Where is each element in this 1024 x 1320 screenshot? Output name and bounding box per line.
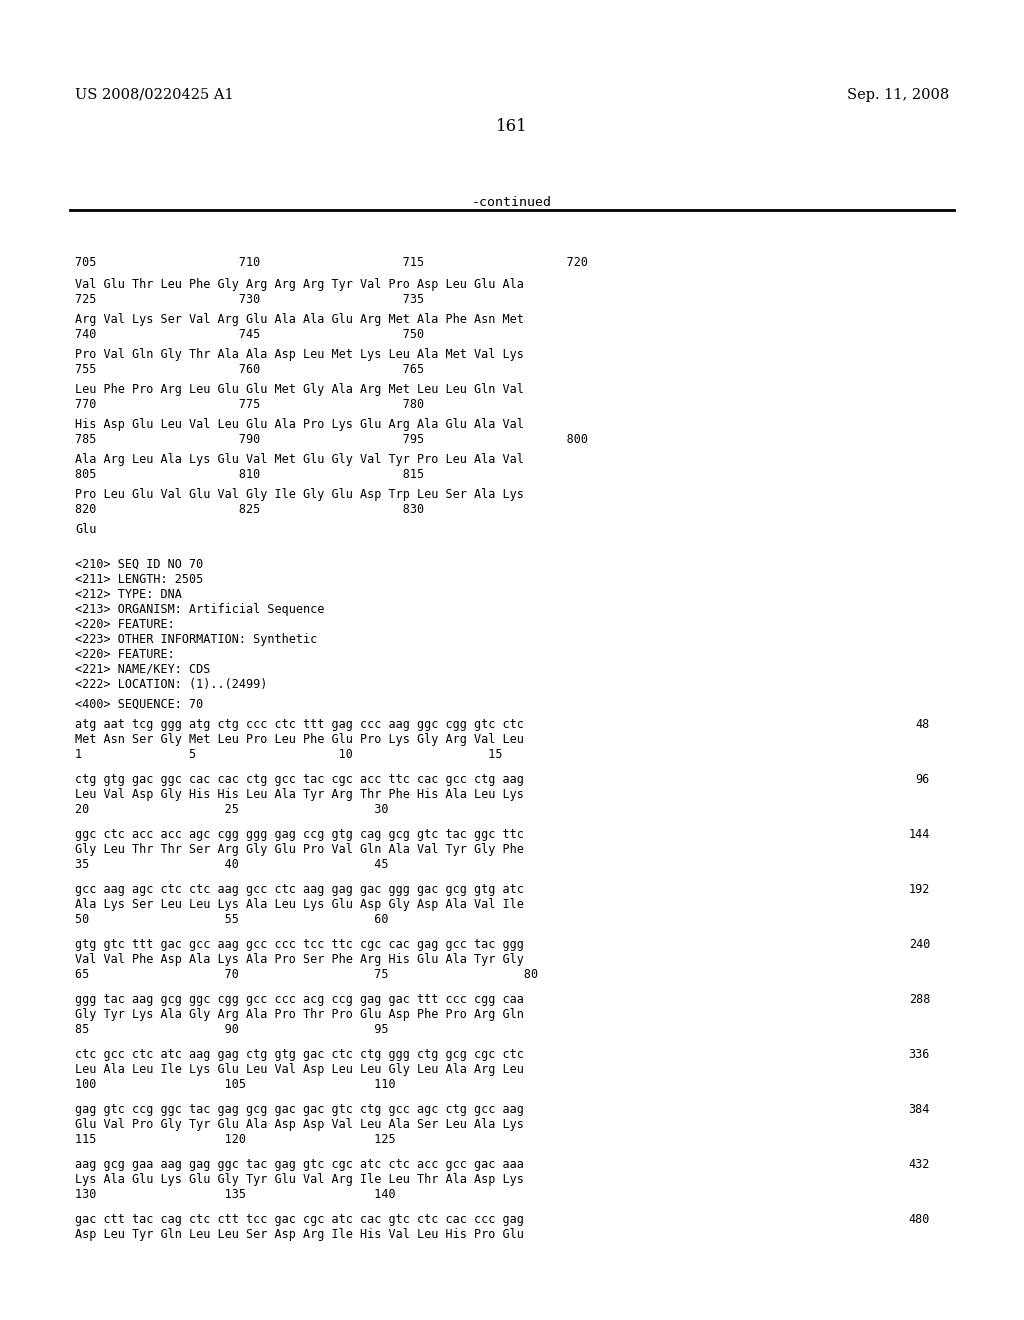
- Text: <223> OTHER INFORMATION: Synthetic: <223> OTHER INFORMATION: Synthetic: [75, 634, 317, 645]
- Text: ctc gcc ctc atc aag gag ctg gtg gac ctc ctg ggg ctg gcg cgc ctc: ctc gcc ctc atc aag gag ctg gtg gac ctc …: [75, 1048, 524, 1061]
- Text: 740                    745                    750: 740 745 750: [75, 327, 424, 341]
- Text: 50                   55                   60: 50 55 60: [75, 913, 388, 927]
- Text: 115                  120                  125: 115 120 125: [75, 1133, 395, 1146]
- Text: Gly Leu Thr Thr Ser Arg Gly Glu Pro Val Gln Ala Val Tyr Gly Phe: Gly Leu Thr Thr Ser Arg Gly Glu Pro Val …: [75, 843, 524, 855]
- Text: 384: 384: [908, 1104, 930, 1115]
- Text: 432: 432: [908, 1158, 930, 1171]
- Text: ggc ctc acc acc agc cgg ggg gag ccg gtg cag gcg gtc tac ggc ttc: ggc ctc acc acc agc cgg ggg gag ccg gtg …: [75, 828, 524, 841]
- Text: Sep. 11, 2008: Sep. 11, 2008: [847, 88, 949, 102]
- Text: 805                    810                    815: 805 810 815: [75, 469, 424, 480]
- Text: 785                    790                    795                    800: 785 790 795 800: [75, 433, 588, 446]
- Text: Leu Phe Pro Arg Leu Glu Glu Met Gly Ala Arg Met Leu Leu Gln Val: Leu Phe Pro Arg Leu Glu Glu Met Gly Ala …: [75, 383, 524, 396]
- Text: <400> SEQUENCE: 70: <400> SEQUENCE: 70: [75, 698, 203, 711]
- Text: <210> SEQ ID NO 70: <210> SEQ ID NO 70: [75, 558, 203, 572]
- Text: Met Asn Ser Gly Met Leu Pro Leu Phe Glu Pro Lys Gly Arg Val Leu: Met Asn Ser Gly Met Leu Pro Leu Phe Glu …: [75, 733, 524, 746]
- Text: ctg gtg gac ggc cac cac ctg gcc tac cgc acc ttc cac gcc ctg aag: ctg gtg gac ggc cac cac ctg gcc tac cgc …: [75, 774, 524, 785]
- Text: Lys Ala Glu Lys Glu Gly Tyr Glu Val Arg Ile Leu Thr Ala Asp Lys: Lys Ala Glu Lys Glu Gly Tyr Glu Val Arg …: [75, 1173, 524, 1185]
- Text: 96: 96: [915, 774, 930, 785]
- Text: 65                   70                   75                   80: 65 70 75 80: [75, 968, 539, 981]
- Text: 288: 288: [908, 993, 930, 1006]
- Text: <212> TYPE: DNA: <212> TYPE: DNA: [75, 587, 182, 601]
- Text: <221> NAME/KEY: CDS: <221> NAME/KEY: CDS: [75, 663, 210, 676]
- Text: Gly Tyr Lys Ala Gly Arg Ala Pro Thr Pro Glu Asp Phe Pro Arg Gln: Gly Tyr Lys Ala Gly Arg Ala Pro Thr Pro …: [75, 1008, 524, 1020]
- Text: His Asp Glu Leu Val Leu Glu Ala Pro Lys Glu Arg Ala Glu Ala Val: His Asp Glu Leu Val Leu Glu Ala Pro Lys …: [75, 418, 524, 432]
- Text: 130                  135                  140: 130 135 140: [75, 1188, 395, 1201]
- Text: <211> LENGTH: 2505: <211> LENGTH: 2505: [75, 573, 203, 586]
- Text: Leu Val Asp Gly His His Leu Ala Tyr Arg Thr Phe His Ala Leu Lys: Leu Val Asp Gly His His Leu Ala Tyr Arg …: [75, 788, 524, 801]
- Text: 144: 144: [908, 828, 930, 841]
- Text: Glu: Glu: [75, 523, 96, 536]
- Text: 705                    710                    715                    720: 705 710 715 720: [75, 256, 588, 269]
- Text: 20                   25                   30: 20 25 30: [75, 803, 388, 816]
- Text: 192: 192: [908, 883, 930, 896]
- Text: US 2008/0220425 A1: US 2008/0220425 A1: [75, 88, 233, 102]
- Text: Leu Ala Leu Ile Lys Glu Leu Val Asp Leu Leu Gly Leu Ala Arg Leu: Leu Ala Leu Ile Lys Glu Leu Val Asp Leu …: [75, 1063, 524, 1076]
- Text: 161: 161: [496, 117, 528, 135]
- Text: Ala Lys Ser Leu Leu Lys Ala Leu Lys Glu Asp Gly Asp Ala Val Ile: Ala Lys Ser Leu Leu Lys Ala Leu Lys Glu …: [75, 898, 524, 911]
- Text: gcc aag agc ctc ctc aag gcc ctc aag gag gac ggg gac gcg gtg atc: gcc aag agc ctc ctc aag gcc ctc aag gag …: [75, 883, 524, 896]
- Text: <213> ORGANISM: Artificial Sequence: <213> ORGANISM: Artificial Sequence: [75, 603, 325, 616]
- Text: Val Val Phe Asp Ala Lys Ala Pro Ser Phe Arg His Glu Ala Tyr Gly: Val Val Phe Asp Ala Lys Ala Pro Ser Phe …: [75, 953, 524, 966]
- Text: gac ctt tac cag ctc ctt tcc gac cgc atc cac gtc ctc cac ccc gag: gac ctt tac cag ctc ctt tcc gac cgc atc …: [75, 1213, 524, 1226]
- Text: Pro Leu Glu Val Glu Val Gly Ile Gly Glu Asp Trp Leu Ser Ala Lys: Pro Leu Glu Val Glu Val Gly Ile Gly Glu …: [75, 488, 524, 502]
- Text: 480: 480: [908, 1213, 930, 1226]
- Text: Pro Val Gln Gly Thr Ala Ala Asp Leu Met Lys Leu Ala Met Val Lys: Pro Val Gln Gly Thr Ala Ala Asp Leu Met …: [75, 348, 524, 360]
- Text: gag gtc ccg ggc tac gag gcg gac gac gtc ctg gcc agc ctg gcc aag: gag gtc ccg ggc tac gag gcg gac gac gtc …: [75, 1104, 524, 1115]
- Text: 240: 240: [908, 939, 930, 950]
- Text: Arg Val Lys Ser Val Arg Glu Ala Ala Glu Arg Met Ala Phe Asn Met: Arg Val Lys Ser Val Arg Glu Ala Ala Glu …: [75, 313, 524, 326]
- Text: 336: 336: [908, 1048, 930, 1061]
- Text: Glu Val Pro Gly Tyr Glu Ala Asp Asp Val Leu Ala Ser Leu Ala Lys: Glu Val Pro Gly Tyr Glu Ala Asp Asp Val …: [75, 1118, 524, 1131]
- Text: 48: 48: [915, 718, 930, 731]
- Text: 1               5                    10                   15: 1 5 10 15: [75, 748, 503, 762]
- Text: ggg tac aag gcg ggc cgg gcc ccc acg ccg gag gac ttt ccc cgg caa: ggg tac aag gcg ggc cgg gcc ccc acg ccg …: [75, 993, 524, 1006]
- Text: gtg gtc ttt gac gcc aag gcc ccc tcc ttc cgc cac gag gcc tac ggg: gtg gtc ttt gac gcc aag gcc ccc tcc ttc …: [75, 939, 524, 950]
- Text: -continued: -continued: [472, 195, 552, 209]
- Text: Ala Arg Leu Ala Lys Glu Val Met Glu Gly Val Tyr Pro Leu Ala Val: Ala Arg Leu Ala Lys Glu Val Met Glu Gly …: [75, 453, 524, 466]
- Text: <220> FEATURE:: <220> FEATURE:: [75, 618, 175, 631]
- Text: Asp Leu Tyr Gln Leu Leu Ser Asp Arg Ile His Val Leu His Pro Glu: Asp Leu Tyr Gln Leu Leu Ser Asp Arg Ile …: [75, 1228, 524, 1241]
- Text: Val Glu Thr Leu Phe Gly Arg Arg Arg Tyr Val Pro Asp Leu Glu Ala: Val Glu Thr Leu Phe Gly Arg Arg Arg Tyr …: [75, 279, 524, 290]
- Text: 770                    775                    780: 770 775 780: [75, 399, 424, 411]
- Text: atg aat tcg ggg atg ctg ccc ctc ttt gag ccc aag ggc cgg gtc ctc: atg aat tcg ggg atg ctg ccc ctc ttt gag …: [75, 718, 524, 731]
- Text: aag gcg gaa aag gag ggc tac gag gtc cgc atc ctc acc gcc gac aaa: aag gcg gaa aag gag ggc tac gag gtc cgc …: [75, 1158, 524, 1171]
- Text: 100                  105                  110: 100 105 110: [75, 1078, 395, 1092]
- Text: <222> LOCATION: (1)..(2499): <222> LOCATION: (1)..(2499): [75, 678, 267, 690]
- Text: 85                   90                   95: 85 90 95: [75, 1023, 388, 1036]
- Text: 725                    730                    735: 725 730 735: [75, 293, 424, 306]
- Text: 755                    760                    765: 755 760 765: [75, 363, 424, 376]
- Text: <220> FEATURE:: <220> FEATURE:: [75, 648, 175, 661]
- Text: 35                   40                   45: 35 40 45: [75, 858, 388, 871]
- Text: 820                    825                    830: 820 825 830: [75, 503, 424, 516]
